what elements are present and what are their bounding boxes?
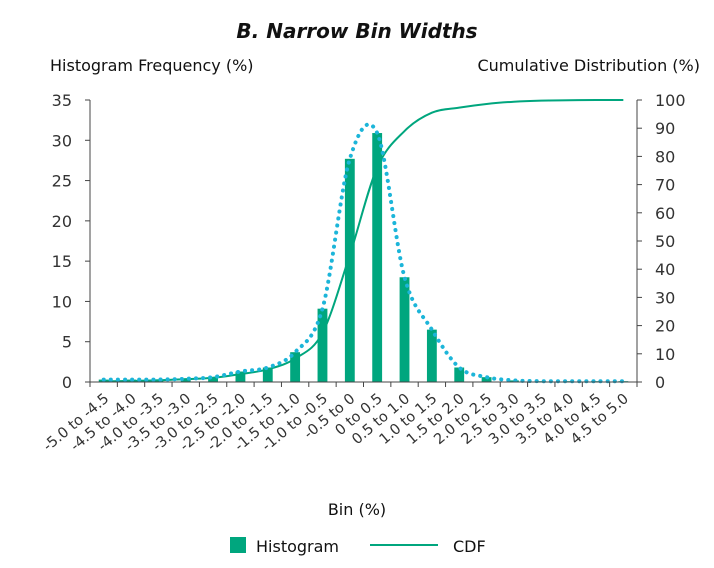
right-tick-label: 70 (655, 176, 675, 195)
histogram-bars (98, 133, 629, 382)
right-tick-label: 20 (655, 317, 675, 336)
cdf-line (103, 98, 624, 383)
left-axis-title: Histogram Frequency (%) (50, 56, 254, 75)
histogram-bar (262, 367, 273, 382)
right-axis-title: Cumulative Distribution (%) (477, 56, 700, 75)
histogram-bar (372, 133, 383, 382)
left-tick-label: 35 (52, 91, 72, 110)
histogram-bar (317, 308, 328, 382)
legend: Histogram CDF (230, 537, 486, 556)
chart-title: B. Narrow Bin Widths (236, 19, 477, 43)
axes: 0 5 10 15 20 25 30 35 0 10 20 30 40 50 60 70 80 90 100 -5… (40, 91, 685, 455)
left-tick-label: 15 (52, 252, 72, 271)
left-tick-label: 0 (62, 373, 72, 392)
right-tick-label: 0 (655, 373, 665, 392)
right-tick-label: 60 (655, 204, 675, 223)
right-tick-label: 40 (655, 260, 675, 279)
histogram-bar (344, 158, 355, 382)
histogram-bar (454, 367, 465, 382)
histogram-bar (290, 352, 301, 382)
plot-area (98, 98, 629, 384)
dotted-series (101, 122, 626, 384)
left-tick-label: 20 (52, 212, 72, 231)
histogram-bar (180, 378, 191, 382)
legend-label-cdf: CDF (453, 537, 486, 556)
histogram-bar (481, 377, 492, 382)
legend-label-histogram: Histogram (256, 537, 339, 556)
left-tick-label: 25 (52, 172, 72, 191)
right-tick-label: 90 (655, 119, 675, 138)
cdf-series (103, 98, 624, 383)
right-axis-ticks: 0 10 20 30 40 50 60 70 80 90 100 (637, 91, 686, 392)
right-tick-label: 100 (655, 91, 686, 110)
right-tick-label: 30 (655, 288, 675, 307)
x-axis-title: Bin (%) (328, 500, 386, 519)
histogram-bar (399, 277, 410, 382)
histogram-bar (235, 371, 246, 382)
right-tick-label: 50 (655, 232, 675, 251)
right-tick-label: 10 (655, 345, 675, 364)
histogram-bar (426, 329, 437, 382)
x-axis-ticks: -5.0 to -4.5-4.5 to -4.0-4.0 to -3.5-3.5… (40, 382, 638, 455)
left-tick-label: 30 (52, 131, 72, 150)
dotted-line (101, 122, 626, 384)
left-tick-label: 5 (62, 333, 72, 352)
histogram-bar (208, 377, 218, 382)
left-axis-ticks: 0 5 10 15 20 25 30 35 (52, 91, 90, 392)
legend-swatch-histogram (230, 537, 246, 553)
right-tick-label: 80 (655, 147, 675, 166)
left-tick-label: 10 (52, 292, 72, 311)
